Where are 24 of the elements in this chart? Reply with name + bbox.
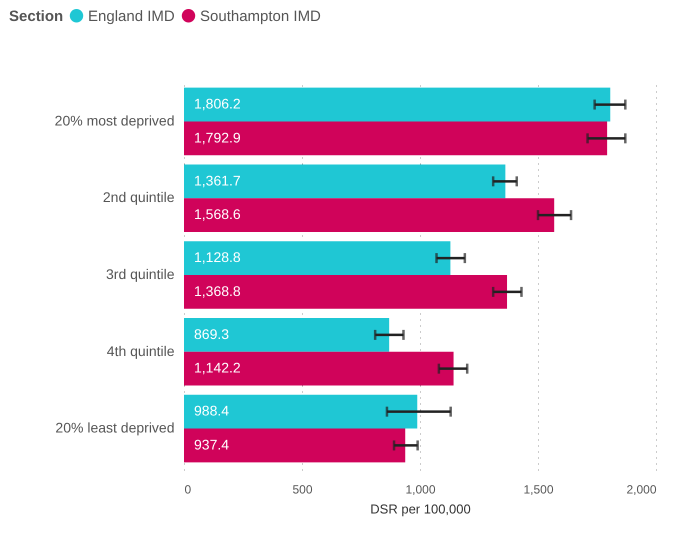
data-label: 1,368.8	[194, 282, 241, 299]
x-axis-title: DSR per 100,000	[370, 502, 471, 516]
data-label: 1,792.9	[194, 129, 241, 146]
data-label: 1,142.2	[194, 360, 241, 376]
x-tick-label: 2,000	[626, 482, 657, 496]
x-tick-label: 0	[184, 482, 192, 496]
x-tick-label: 1,000	[405, 482, 436, 496]
y-tick-label: 3rd quintile	[106, 266, 175, 282]
data-label: 988.4	[194, 402, 230, 419]
data-label: 937.4	[194, 436, 230, 452]
y-tick-label: 20% most deprived	[54, 112, 174, 128]
y-tick-label: 20% least deprived	[55, 420, 174, 436]
legend-label: England IMD	[88, 8, 175, 25]
legend-title: Section	[9, 8, 64, 25]
legend-label: Southampton IMD	[200, 8, 322, 25]
data-label: 1,568.6	[194, 206, 241, 222]
x-tick-label: 1,500	[523, 482, 554, 496]
y-tick-label: 2nd quintile	[102, 189, 175, 206]
x-tick-label: 500	[292, 482, 313, 496]
data-label: 1,128.8	[194, 249, 241, 266]
data-label: 1,361.7	[194, 172, 241, 188]
data-label: 1,806.2	[194, 96, 241, 112]
y-tick-label: 4th quintile	[106, 342, 175, 359]
data-label: 869.3	[194, 326, 230, 342]
